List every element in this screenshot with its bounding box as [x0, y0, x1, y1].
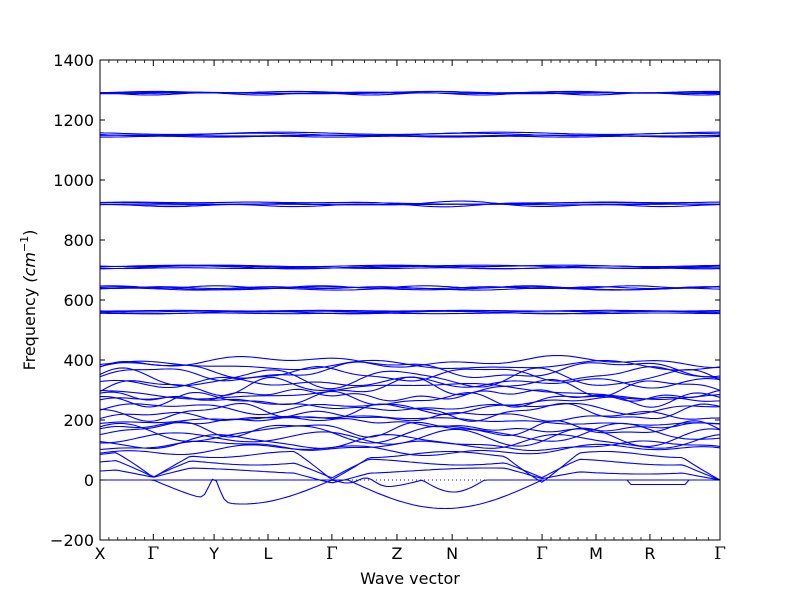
y-tick-label: 1200 [53, 111, 94, 130]
mid-band [100, 390, 721, 408]
x-tick-label: Γ [326, 544, 338, 564]
optical-band [100, 135, 721, 138]
mid-band [99, 440, 721, 452]
x-tick-label: Γ [536, 544, 548, 564]
optical-band [99, 131, 720, 135]
band-lines [99, 90, 721, 510]
y-tick-label: −200 [50, 531, 94, 550]
mid-band [99, 427, 721, 447]
plot-background [100, 60, 720, 540]
optical-band [99, 285, 721, 289]
x-tick-label: Γ [714, 544, 726, 564]
y-axis-label-close: ) [20, 230, 39, 236]
y-axis-label-main: Frequency [20, 283, 39, 371]
acoustic-band [99, 458, 721, 481]
optical-band [100, 202, 720, 205]
y-tick-label: 400 [63, 351, 94, 370]
optical-band [99, 286, 720, 291]
optical-band [99, 264, 721, 268]
x-tick-label: Z [391, 544, 402, 563]
optical-band [99, 286, 721, 290]
y-tick-label: 1000 [53, 171, 94, 190]
x-tick-label: R [644, 544, 655, 563]
y-tick-label: 1400 [53, 51, 94, 70]
mid-band [99, 410, 721, 422]
mid-band [99, 376, 721, 389]
y-axis: −200 0 200 400 600 800 1000 1200 1400 [50, 51, 720, 550]
y-tick-label: 200 [63, 411, 94, 430]
y-axis-label-unit: (cm [20, 252, 39, 283]
optical-band [99, 201, 721, 208]
x-tick-label: N [446, 544, 458, 563]
x-tick-label: Y [208, 544, 219, 563]
x-axis-label: Wave vector [360, 569, 460, 588]
mid-band [99, 359, 721, 371]
y-axis-label: Frequency (cm−1) [18, 230, 39, 371]
x-tick-label: Γ [147, 544, 159, 564]
optical-band [99, 309, 720, 312]
mid-band [99, 354, 721, 369]
mid-band [99, 415, 721, 426]
mid-band [99, 383, 721, 400]
mid-band [99, 402, 721, 422]
mid-band [99, 388, 721, 402]
x-tick-label: L [264, 544, 273, 563]
y-tick-label: 0 [84, 471, 94, 490]
y-tick-label: 600 [63, 291, 94, 310]
acoustic-band [99, 450, 721, 483]
mid-band [99, 367, 721, 390]
y-tick-label: 800 [63, 231, 94, 250]
mid-band [99, 366, 721, 382]
x-tick-label: M [589, 544, 603, 563]
mid-band [99, 402, 721, 416]
acoustic-band [99, 467, 721, 484]
optical-band [100, 134, 721, 137]
y-axis-label-exp: −1 [18, 236, 31, 252]
mid-band [99, 417, 721, 433]
svg-text:Frequency (cm−1): Frequency (cm−1) [18, 230, 39, 371]
optical-band [99, 90, 721, 94]
x-tick-label: X [95, 544, 106, 563]
